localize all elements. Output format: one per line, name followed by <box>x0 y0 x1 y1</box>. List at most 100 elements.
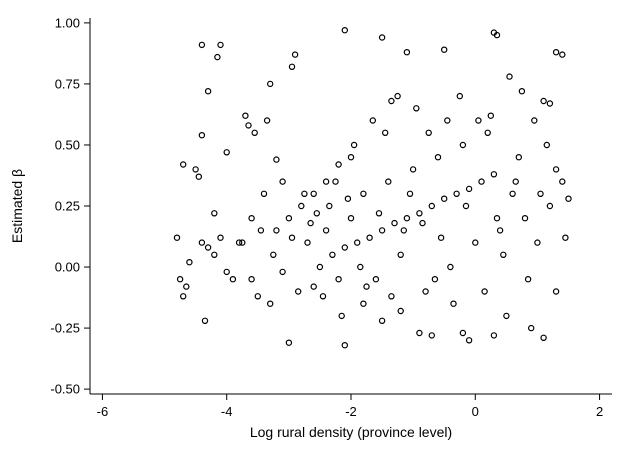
data-point <box>378 227 386 234</box>
data-point <box>403 214 411 222</box>
x-axis-ticks: -6 -4 -2 0 2 <box>97 394 603 419</box>
data-point <box>493 214 501 222</box>
data-point <box>204 244 212 251</box>
data-point <box>490 332 498 339</box>
y-tick-label: 0.75 <box>55 76 80 91</box>
y-axis-ticks: -0.50 -0.25 0.00 0.25 0.50 0.75 1.00 <box>50 15 90 397</box>
data-point <box>388 293 395 300</box>
data-point <box>465 337 473 344</box>
data-point <box>428 332 435 339</box>
data-point <box>322 227 330 234</box>
data-point <box>279 268 286 276</box>
data-point <box>179 293 187 300</box>
data-point <box>254 293 261 300</box>
data-point <box>394 92 401 100</box>
data-point <box>235 239 243 246</box>
data-point <box>357 263 364 271</box>
data-point <box>409 166 417 173</box>
data-point <box>239 239 246 246</box>
data-point <box>245 122 252 129</box>
data-point <box>310 190 317 197</box>
data-point <box>257 227 265 234</box>
data-point <box>378 317 386 324</box>
data-point <box>270 251 277 258</box>
data-point <box>472 239 479 246</box>
data-point <box>363 283 370 290</box>
data-point <box>229 276 237 283</box>
data-point <box>441 46 448 53</box>
data-point <box>397 251 404 258</box>
data-point <box>484 129 491 136</box>
data-point <box>441 195 448 202</box>
x-tick-label: -2 <box>345 404 357 419</box>
data-point <box>183 283 190 290</box>
data-point <box>406 190 414 197</box>
data-point <box>332 178 339 185</box>
data-point <box>313 210 320 217</box>
data-point <box>434 153 442 161</box>
data-point <box>540 334 547 341</box>
data-point <box>543 141 551 149</box>
data-point <box>366 234 373 241</box>
data-point <box>322 178 330 185</box>
y-tick-label: 0.50 <box>55 137 80 152</box>
data-point <box>341 342 348 349</box>
data-point <box>204 87 212 95</box>
data-point <box>360 190 367 197</box>
data-point <box>291 51 299 58</box>
data-point <box>242 112 249 119</box>
data-point <box>341 244 348 251</box>
y-tick-label: -0.25 <box>50 321 80 336</box>
data-point <box>385 178 392 185</box>
data-point <box>350 141 358 149</box>
data-point <box>319 293 327 300</box>
data-point <box>388 97 395 105</box>
data-point <box>211 251 218 258</box>
data-point <box>192 166 199 173</box>
data-point <box>173 234 181 241</box>
data-point <box>400 227 407 234</box>
data-point <box>391 219 398 227</box>
data-point <box>335 276 342 283</box>
data-point <box>428 202 435 210</box>
data-point <box>301 190 308 197</box>
data-point <box>223 268 230 276</box>
data-point <box>288 63 296 71</box>
data-point <box>372 276 380 283</box>
data-point <box>186 259 193 266</box>
data-point <box>456 92 463 100</box>
data-point <box>503 312 510 320</box>
data-point <box>285 214 293 222</box>
data-point <box>416 210 423 217</box>
data-point <box>521 214 529 222</box>
data-point <box>223 149 230 156</box>
data-point <box>378 34 386 41</box>
data-point <box>528 324 535 332</box>
y-tick-label: 0.25 <box>55 199 80 214</box>
data-point <box>403 49 411 56</box>
data-point <box>481 288 488 295</box>
data-point <box>267 300 274 307</box>
data-point <box>335 161 342 168</box>
data-point <box>288 234 296 241</box>
data-point <box>552 166 560 173</box>
y-tick-label: 0.00 <box>55 260 80 275</box>
data-point <box>537 190 544 197</box>
data-point <box>273 227 280 234</box>
data-point <box>176 276 184 283</box>
data-point <box>562 234 569 241</box>
data-point <box>375 210 383 217</box>
data-point <box>540 97 547 105</box>
data-point <box>251 129 258 136</box>
data-point <box>444 117 451 124</box>
data-point <box>425 129 432 136</box>
x-tick-label: -6 <box>97 404 109 419</box>
data-point <box>347 214 355 222</box>
data-point <box>453 190 460 197</box>
data-point <box>413 105 420 112</box>
data-point <box>546 202 554 210</box>
data-point <box>382 129 389 136</box>
y-tick-label: 1.00 <box>55 15 80 30</box>
data-point <box>347 153 355 161</box>
data-point <box>217 234 224 241</box>
